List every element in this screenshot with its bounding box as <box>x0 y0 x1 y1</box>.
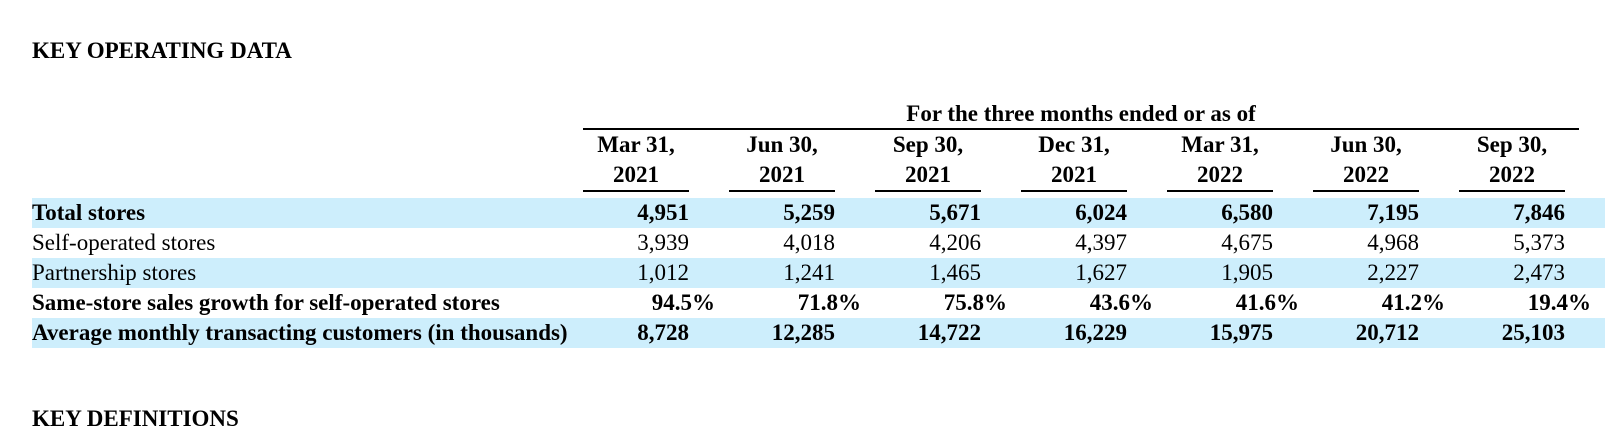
header-year: 2022 <box>1343 162 1389 187</box>
header-row: Mar 31, 2021 Jun 30, 2021 Sep 30, 2021 Dec 31,… <box>32 130 1605 198</box>
column-header-cell: Jun 30, 2022 <box>1313 130 1459 198</box>
data-row: Total stores 4,951 5,259 5,671 6,024 6,580 7,1… <box>32 198 1605 228</box>
cell-value: 4,206 <box>929 230 981 255</box>
header-year: 2022 <box>1489 162 1535 187</box>
row-label: Total stores <box>32 198 583 228</box>
header-year: 2021 <box>1051 162 1097 187</box>
operating-table: For the three months ended or as of Mar 3… <box>32 100 1605 348</box>
cell-value: 43.6% <box>1089 290 1153 315</box>
cell-value: 12,285 <box>729 318 875 348</box>
row-label: Self-operated stores <box>32 230 216 255</box>
header-month: Mar 31, <box>597 132 675 157</box>
cell-value: 20,712 <box>1313 318 1459 348</box>
cell-value: 7,195 <box>1313 198 1459 228</box>
cell-value: 75.8% <box>943 290 1007 315</box>
column-header: Sep 30, 2022 <box>1459 130 1565 192</box>
column-header-cell: Mar 31, 2021 <box>583 130 729 198</box>
cell-value: 2,227 <box>1313 258 1459 288</box>
header-month: Jun 30, <box>746 132 818 157</box>
header-row: For the three months ended or as of <box>32 100 1605 130</box>
section-title: KEY OPERATING DATA <box>32 38 292 63</box>
column-header: Mar 31, 2021 <box>583 130 689 192</box>
header-month: Mar 31, <box>1181 132 1259 157</box>
blank-cell <box>32 130 583 198</box>
header-year: 2022 <box>1197 162 1243 187</box>
cell-value: 4,951 <box>583 198 729 228</box>
section-title: KEY DEFINITIONS <box>32 406 239 431</box>
cell-value: 5,259 <box>729 198 875 228</box>
cell-value: 5,671 <box>875 198 1021 228</box>
cell-value: 6,024 <box>1021 198 1167 228</box>
cell-value: 5,373 <box>1513 230 1565 255</box>
column-header-cell: Sep 30, 2022 <box>1459 130 1605 198</box>
cell-value: 94.5% <box>651 290 715 315</box>
cell-value: 15,975 <box>1167 318 1313 348</box>
header-year: 2021 <box>759 162 805 187</box>
column-header: Jun 30, 2022 <box>1313 130 1419 192</box>
cell-value: 4,968 <box>1367 230 1419 255</box>
header-year: 2021 <box>613 162 659 187</box>
header-month: Dec 31, <box>1038 132 1110 157</box>
cell-value: 41.6% <box>1235 290 1299 315</box>
cell-value: 6,580 <box>1167 198 1313 228</box>
column-header-cell: Sep 30, 2021 <box>875 130 1021 198</box>
data-row: Same-store sales growth for self-operate… <box>32 288 1605 318</box>
column-header: Jun 30, 2021 <box>729 130 835 192</box>
header-year: 2021 <box>905 162 951 187</box>
data-row: Self-operated stores 3,939 4,018 4,206 4,397… <box>32 228 1605 258</box>
column-header: Sep 30, 2021 <box>875 130 981 192</box>
data-row: Partnership stores 1,012 1,241 1,465 1,627 1,… <box>32 258 1605 288</box>
blank-cell <box>32 100 583 130</box>
cell-value: 14,722 <box>875 318 1021 348</box>
column-header: Dec 31, 2021 <box>1021 130 1127 192</box>
cell-value: 7,846 <box>1459 198 1605 228</box>
cell-value: 3,939 <box>637 230 689 255</box>
cell-value: 1,465 <box>875 258 1021 288</box>
column-header-cell: Mar 31, 2022 <box>1167 130 1313 198</box>
group-header: For the three months ended or as of <box>583 100 1579 130</box>
cell-value: 1,627 <box>1021 258 1167 288</box>
header-month: Jun 30, <box>1330 132 1402 157</box>
column-header-cell: Jun 30, 2021 <box>729 130 875 198</box>
column-header-cell: Dec 31, 2021 <box>1021 130 1167 198</box>
group-header-cell: For the three months ended or as of <box>583 100 1605 130</box>
cell-value: 1,241 <box>729 258 875 288</box>
cell-value: 1,905 <box>1167 258 1313 288</box>
cell-value: 25,103 <box>1459 318 1605 348</box>
cell-value: 8,728 <box>583 318 729 348</box>
cell-value: 4,675 <box>1221 230 1273 255</box>
row-label: Average monthly transacting customers (i… <box>32 318 583 348</box>
header-month: Sep 30, <box>1476 132 1548 157</box>
cell-value: 19.4% <box>1527 290 1591 315</box>
cell-value: 41.2% <box>1381 290 1445 315</box>
cell-value: 4,397 <box>1075 230 1127 255</box>
cell-value: 71.8% <box>797 290 861 315</box>
column-header: Mar 31, 2022 <box>1167 130 1273 192</box>
cell-value: 2,473 <box>1459 258 1605 288</box>
header-month: Sep 30, <box>892 132 964 157</box>
cell-value: 16,229 <box>1021 318 1167 348</box>
cell-value: 4,018 <box>783 230 835 255</box>
data-row: Average monthly transacting customers (i… <box>32 318 1605 348</box>
cell-value: 1,012 <box>583 258 729 288</box>
row-label: Partnership stores <box>32 258 583 288</box>
row-label: Same-store sales growth for self-operate… <box>32 290 500 315</box>
